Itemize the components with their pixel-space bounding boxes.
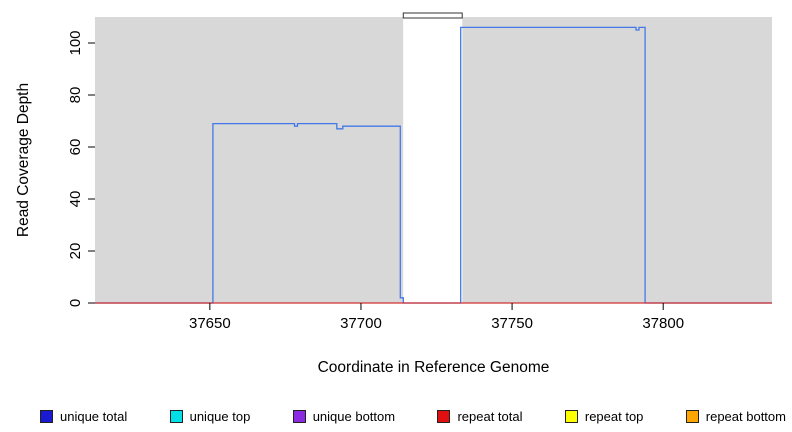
legend-label: unique top bbox=[189, 409, 251, 424]
x-tick-label: 37750 bbox=[491, 315, 533, 332]
unique-top-swatch-icon bbox=[169, 410, 183, 423]
series-line-unique-total bbox=[95, 26, 772, 304]
unique-bottom-swatch-icon bbox=[292, 410, 306, 423]
legend-label: repeat total bbox=[457, 409, 523, 424]
unique-total-swatch-icon bbox=[40, 410, 53, 423]
y-tick-label: 20 bbox=[67, 243, 84, 260]
x-axis-label: Coordinate in Reference Genome bbox=[318, 359, 550, 376]
y-tick-label: 40 bbox=[67, 191, 84, 208]
unique-region-right bbox=[462, 17, 772, 303]
legend-item-repeat-top: repeat top bbox=[564, 409, 644, 424]
y-tick-label: 80 bbox=[67, 87, 84, 104]
legend-item-unique-bottom: unique bottom bbox=[292, 409, 396, 424]
y-tick-label: 100 bbox=[67, 30, 84, 55]
chart-legend: unique total unique top unique bottom re… bbox=[40, 409, 786, 424]
legend-item-unique-top: unique top bbox=[169, 409, 251, 424]
legend-item-unique-total: unique total bbox=[40, 409, 127, 424]
y-axis-label: Read Coverage Depth bbox=[15, 83, 32, 237]
repeat-box-outline bbox=[402, 12, 463, 19]
legend-label: unique total bbox=[60, 409, 128, 424]
legend-label: unique bottom bbox=[312, 409, 396, 424]
coverage-chart-svg: 37650 37700 37750 37800 0 20 40 60 80 100 Coordina… bbox=[15, 12, 772, 376]
x-tick-label: 37800 bbox=[642, 315, 684, 332]
y-tick-label: 60 bbox=[67, 139, 84, 156]
unique-region-left bbox=[95, 17, 404, 303]
x-tick-label: 37650 bbox=[189, 315, 231, 332]
legend-item-repeat-bottom: repeat bottom bbox=[685, 409, 786, 424]
repeat-bottom-swatch-icon bbox=[685, 410, 699, 423]
legend-label: repeat top bbox=[584, 409, 644, 424]
legend-item-repeat-total: repeat total bbox=[437, 409, 523, 424]
legend-label: repeat bottom bbox=[705, 409, 786, 424]
repeat-total-swatch-icon bbox=[437, 410, 451, 423]
chart-area: 37650 37700 37750 37800 0 20 40 60 80 100 Coordina… bbox=[15, 12, 772, 376]
repeat-top-swatch-icon bbox=[564, 410, 578, 423]
y-tick-label: 0 bbox=[67, 299, 84, 307]
x-tick-label: 37700 bbox=[340, 315, 382, 332]
repeat-gap-region bbox=[403, 17, 463, 303]
